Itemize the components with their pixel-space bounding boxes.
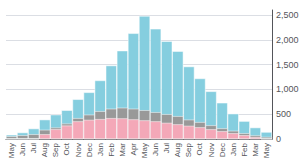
svg-text:Oct: Oct — [62, 142, 71, 155]
svg-text:Oct: Oct — [195, 142, 204, 155]
svg-text:1,000: 1,000 — [276, 84, 299, 94]
svg-text:Sep: Sep — [184, 142, 193, 157]
svg-text:May: May — [262, 143, 271, 158]
svg-text:Nov: Nov — [74, 143, 83, 157]
svg-text:Sep: Sep — [51, 142, 60, 157]
svg-text:Aug: Aug — [173, 143, 182, 157]
svg-text:Jul: Jul — [29, 143, 38, 153]
svg-text:Feb: Feb — [107, 142, 116, 156]
svg-text:May: May — [7, 143, 16, 158]
svg-text:Feb: Feb — [240, 142, 249, 156]
svg-text:Jan: Jan — [229, 143, 238, 156]
svg-text:1,500: 1,500 — [276, 60, 299, 70]
svg-text:Mar: Mar — [251, 143, 260, 157]
svg-text:0: 0 — [276, 134, 281, 144]
svg-text:Mar: Mar — [118, 143, 127, 157]
svg-text:Jun: Jun — [18, 143, 27, 156]
svg-text:May: May — [140, 143, 149, 158]
svg-text:Jun: Jun — [151, 143, 160, 156]
svg-text:Dec: Dec — [85, 143, 94, 157]
svg-text:Aug: Aug — [40, 143, 49, 157]
svg-text:2,500: 2,500 — [276, 10, 299, 20]
svg-text:Jul: Jul — [162, 143, 171, 153]
svg-text:Jan: Jan — [96, 143, 105, 156]
svg-text:Nov: Nov — [207, 143, 216, 157]
svg-text:500: 500 — [276, 109, 291, 119]
svg-text:Apr: Apr — [129, 143, 138, 156]
svg-text:2,000: 2,000 — [276, 35, 299, 45]
svg-text:Dec: Dec — [218, 143, 227, 157]
